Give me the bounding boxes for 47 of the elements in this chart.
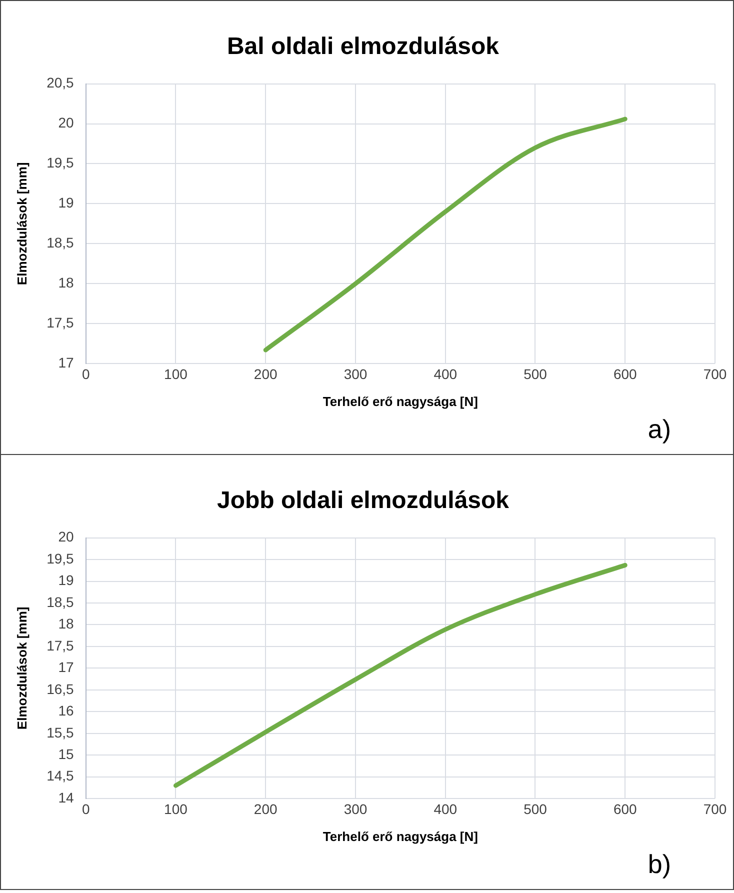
line-series (263, 116, 628, 352)
x-axis-title: Terhelő erő nagysága [N] (322, 394, 478, 409)
y-tick-label: 14 (58, 789, 74, 806)
y-tick-label: 19 (58, 572, 74, 588)
line-series (173, 562, 628, 788)
x-tick-label: 400 (434, 366, 458, 382)
x-tick-label: 100 (164, 800, 188, 817)
x-tick-label: 200 (254, 800, 278, 817)
y-tick-label: 20,5 (46, 74, 74, 91)
text: a) (648, 414, 671, 444)
y-tick-label: 19,5 (46, 550, 74, 566)
y-axis-title: Elmozdulások [mm] (14, 606, 30, 730)
y-tick-label: 18,5 (46, 234, 74, 251)
x-tick-label: 500 (524, 800, 548, 817)
x-tick-label: 100 (164, 366, 188, 382)
y-tick-label: 15 (58, 746, 74, 762)
y-tick-label: 17,5 (46, 637, 74, 654)
y-tick-label: 20 (58, 528, 74, 545)
y-tick-label: 19 (58, 194, 74, 211)
chart-title: Jobb oldali elmozdulások (216, 487, 510, 514)
y-tick-label: 18 (58, 616, 74, 632)
y-tick-label: 18,5 (46, 594, 74, 610)
y-tick-label: 17 (58, 659, 74, 676)
y-tick-label: 19,5 (46, 154, 74, 171)
y-tick-label: 15,5 (46, 724, 74, 740)
y-tick-label: 17,5 (46, 314, 74, 330)
y-tick-label: 17 (58, 354, 74, 370)
x-tick-label: 500 (524, 366, 548, 382)
y-tick-label: 16,5 (46, 680, 74, 697)
x-tick-label: 0 (82, 366, 90, 382)
x-tick-label: 700 (703, 366, 727, 382)
y-axis-title: Elmozdulások [mm] (14, 162, 30, 286)
y-tick-label: 20 (58, 114, 74, 131)
x-tick-label: 700 (703, 800, 727, 817)
x-axis-title: Terhelő erő nagysága [N] (322, 828, 478, 844)
x-tick-label: 300 (344, 800, 368, 817)
x-tick-label: 300 (344, 366, 368, 382)
y-tick-label: 14,5 (46, 768, 74, 784)
x-tick-label: 600 (613, 800, 638, 817)
x-tick-label: 400 (434, 800, 458, 817)
chart-title: Bal oldali elmozdulások (226, 33, 500, 60)
x-tick-label: 0 (82, 800, 90, 817)
x-tick-label: 200 (254, 366, 278, 382)
text: b) (648, 849, 671, 880)
y-tick-label: 16 (58, 702, 74, 719)
y-tick-label: 18 (58, 274, 74, 291)
x-tick-label: 600 (613, 366, 638, 382)
